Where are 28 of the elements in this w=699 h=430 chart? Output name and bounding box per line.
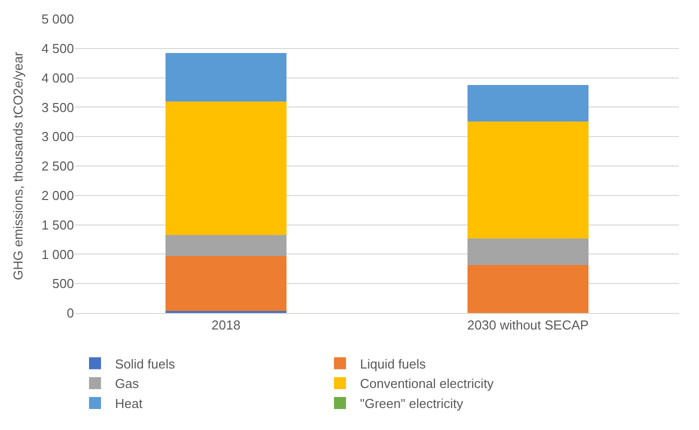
bar bbox=[468, 238, 588, 265]
legend-label: Heat bbox=[115, 396, 143, 412]
y-tick-label: 5 000 bbox=[41, 12, 74, 27]
y-tick-label: 0 bbox=[66, 306, 74, 321]
bar bbox=[166, 101, 286, 235]
y-tick-label: 500 bbox=[52, 276, 74, 292]
y-tick-label: 3 000 bbox=[41, 129, 74, 144]
legend-label: Liquid fuels bbox=[360, 356, 426, 372]
bar bbox=[166, 234, 286, 256]
y-tick-label: 1 000 bbox=[41, 246, 74, 262]
y-tick-label: 1 500 bbox=[41, 217, 74, 232]
legend-label: Conventional electricity bbox=[360, 376, 494, 392]
legend-label: Solid fuels bbox=[115, 356, 176, 372]
bar bbox=[166, 256, 286, 312]
y-tick-label: 2 000 bbox=[41, 188, 74, 203]
bar bbox=[166, 53, 286, 102]
y-tick-label: 2 500 bbox=[41, 158, 74, 174]
y-tick-label: 3 500 bbox=[41, 100, 74, 115]
bar bbox=[468, 264, 588, 313]
x-tick-label: 2018 bbox=[212, 318, 240, 333]
y-tick-label: 4 000 bbox=[41, 70, 74, 86]
legend-label: "Green" electricity bbox=[360, 396, 464, 412]
bar bbox=[468, 121, 588, 238]
y-tick-label: 4 500 bbox=[41, 40, 74, 56]
bar bbox=[468, 85, 588, 122]
legend-label: Gas bbox=[115, 376, 140, 392]
x-tick-label: 2030 without SECAP bbox=[467, 318, 589, 333]
y-axis-title: GHG emissions, thousands tCO2e/year bbox=[10, 51, 26, 280]
